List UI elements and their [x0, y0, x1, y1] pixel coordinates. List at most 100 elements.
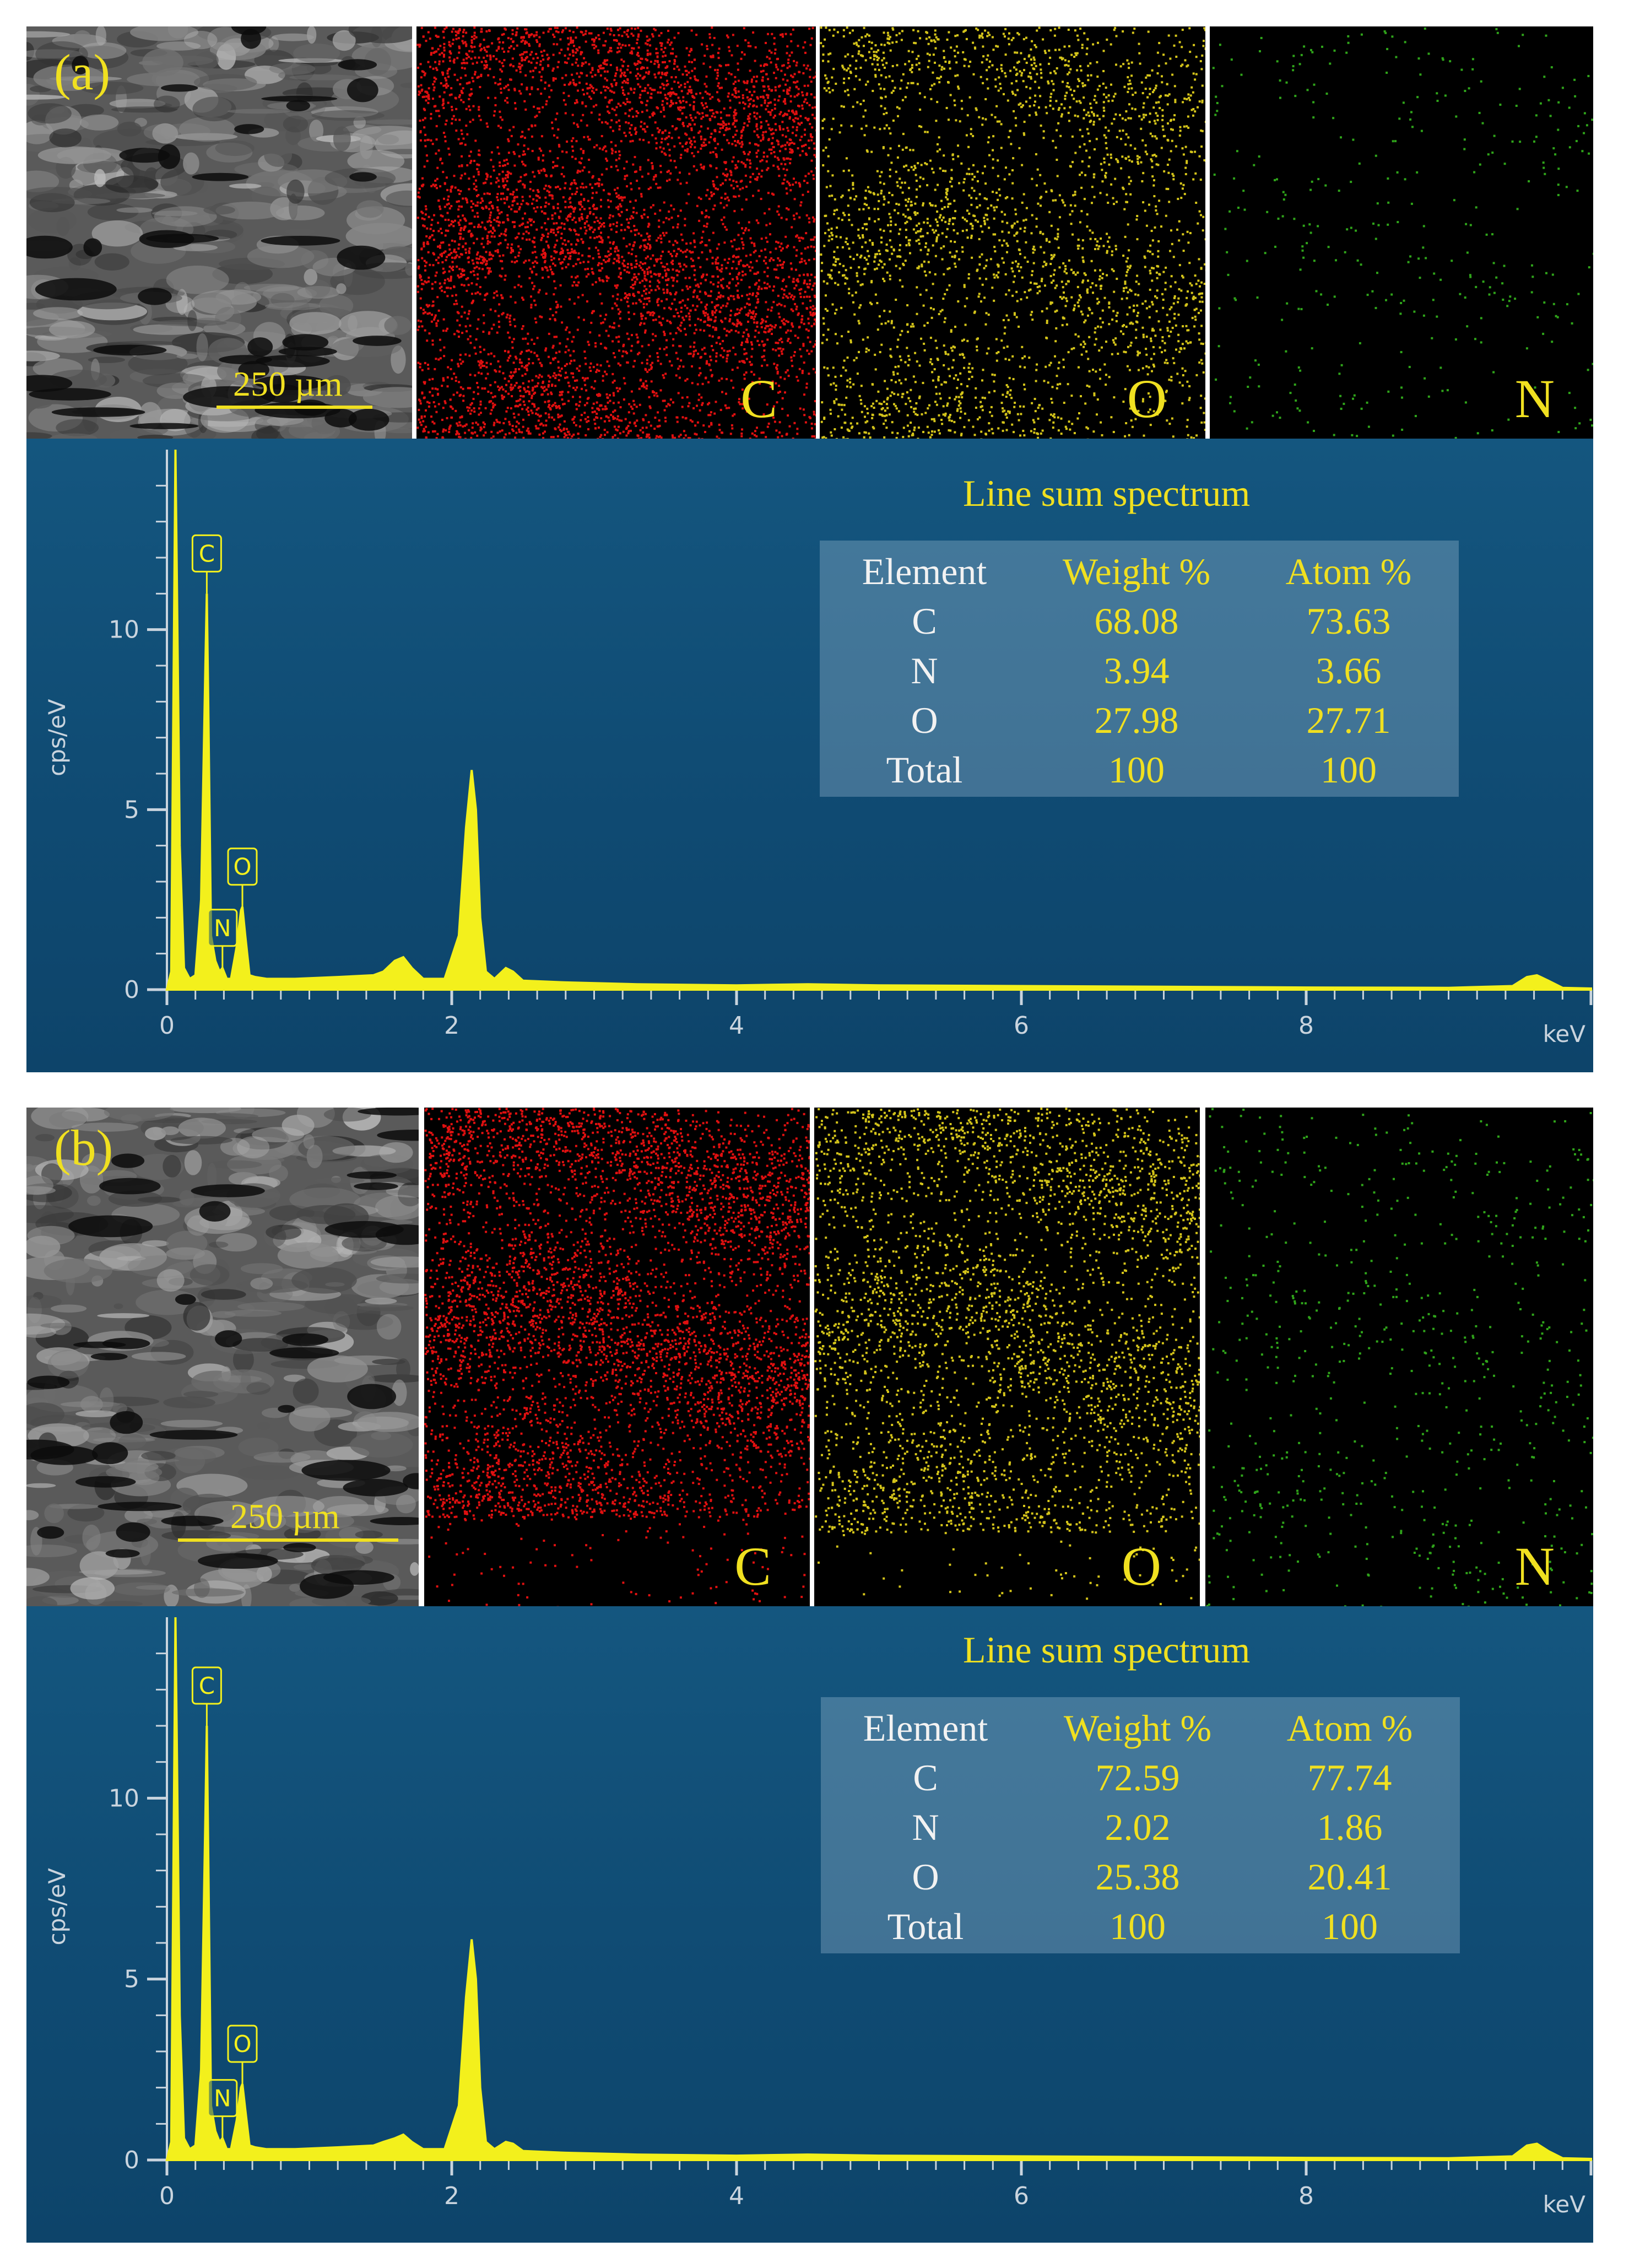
nitrogen-map-b: N [1205, 1108, 1593, 1606]
table-cell: 73.63 [1306, 600, 1391, 642]
table-cell: 100 [1320, 749, 1377, 791]
sem-texture-b [26, 1108, 419, 1606]
sem-image-b: (b) 250 µm [26, 1108, 419, 1606]
table-title-a: Line sum spectrum [963, 472, 1251, 514]
y-tick-label: 0 [124, 2146, 139, 2174]
table-cell: Total [886, 749, 963, 791]
x-tick-label: 2 [444, 2182, 459, 2210]
y-tick-label: 10 [109, 1784, 139, 1812]
scalebar-line-a [217, 406, 372, 409]
panel-label-a: (a) [54, 44, 111, 100]
table-cell: O [912, 1856, 939, 1898]
panel-b: (b) 250 µm C O N 0 2 4 6 8 keV 0 5 10 cps/eV C N O L… [0, 1102, 1629, 2243]
panel-label-b: (b) [54, 1120, 113, 1176]
x-tick-label: 0 [159, 1012, 175, 1040]
nitrogen-map-a: N [1210, 26, 1593, 439]
x-tick-label: 2 [444, 1012, 459, 1040]
table-cell: 68.08 [1094, 600, 1179, 642]
x-tick-label: 4 [729, 2182, 744, 2210]
peak-label-o: O [227, 2024, 258, 2085]
carbon-map-b: C [424, 1108, 810, 1606]
table-header-element: Element [863, 1707, 988, 1749]
table-cell: 77.74 [1307, 1757, 1392, 1799]
nitrogen-map-texture-b [1206, 1108, 1593, 1606]
table-cell: 100 [1322, 1905, 1378, 1947]
table-cell: 3.94 [1103, 650, 1170, 692]
table-cell: N [911, 650, 938, 692]
element-label-n-b: N [1514, 1536, 1555, 1597]
x-tick-label: 8 [1298, 1012, 1314, 1040]
y-tick-label: 5 [124, 796, 139, 824]
y-tick-label: 0 [124, 976, 139, 1004]
x-tick-label: 8 [1298, 2182, 1314, 2210]
table-cell: 2.02 [1105, 1806, 1171, 1848]
oxygen-map-b: O [814, 1108, 1200, 1606]
carbon-map-texture-a [416, 26, 816, 439]
peak-label-n: N [207, 909, 238, 968]
table-title-b: Line sum spectrum [963, 1629, 1251, 1671]
table-cell: 20.41 [1307, 1856, 1392, 1898]
oxygen-map-texture-a [820, 26, 1205, 439]
table-cell: C [913, 1757, 938, 1799]
x-tick-label: 6 [1014, 1012, 1029, 1040]
table-cell: 27.71 [1306, 699, 1391, 741]
sem-texture-a [26, 26, 412, 439]
table-header-weight: Weight % [1062, 550, 1211, 592]
carbon-map-a: C [416, 26, 816, 439]
element-label-c-a: C [740, 368, 777, 429]
oxygen-map-a: O [820, 26, 1205, 439]
x-axis-label: keV [1543, 2191, 1586, 2218]
sem-image-a: (a) 250 µm [26, 26, 412, 439]
table-header-atom: Atom % [1285, 550, 1412, 592]
peak-label-n: N [207, 2079, 238, 2139]
scalebar-label-a: 250 µm [233, 364, 343, 403]
table-cell: 27.98 [1094, 699, 1179, 741]
table-box-b [821, 1697, 1460, 1953]
results-table-b: Element Weight % Atom % C 72.59 77.74 N … [821, 1703, 1460, 1956]
y-axis-label: cps/eV [44, 1868, 71, 1946]
table-cell: N [912, 1806, 939, 1848]
spectrum-b: 0 2 4 6 8 keV 0 5 10 cps/eV C N O Line sum spectrum … [26, 1606, 1593, 2243]
map-row-a: (a) 250 µm C O N [26, 26, 1593, 439]
oxygen-map-texture-b [814, 1108, 1200, 1605]
x-axis-label: keV [1543, 1020, 1586, 1047]
peak-label-o: O [227, 847, 258, 907]
table-cell: Total [887, 1905, 964, 1947]
table-header-weight: Weight % [1063, 1707, 1212, 1749]
element-label-n-a: N [1514, 368, 1555, 429]
spectrum-series [165, 449, 1592, 991]
table-header-element: Element [862, 550, 987, 592]
table-cell: 25.38 [1095, 1856, 1180, 1898]
table-cell: 1.86 [1317, 1806, 1383, 1848]
spectrum-series [165, 1617, 1592, 2161]
nitrogen-map-texture-a [1212, 27, 1593, 439]
table-cell: 100 [1110, 1905, 1166, 1947]
peak-label-c: C [191, 534, 222, 594]
x-tick-label: 6 [1014, 2182, 1029, 2210]
element-label-o-a: O [1127, 368, 1167, 429]
table-cell: 72.59 [1095, 1757, 1180, 1799]
y-axis-label: cps/eV [44, 699, 71, 776]
y-tick-label: 10 [109, 616, 139, 644]
x-tick-label: 0 [159, 2182, 175, 2210]
element-label-o-b: O [1121, 1536, 1161, 1597]
scalebar-label-b: 250 µm [230, 1497, 340, 1536]
panel-a: (a) 250 µm C O N 0 2 4 6 8 keV 0 5 10 cps/eV C N O L… [0, 0, 1629, 1102]
map-row-b: (b) 250 µm C O N [26, 1108, 1593, 1606]
spectrum-a: 0 2 4 6 8 keV 0 5 10 cps/eV C N O Line sum spectrum … [26, 439, 1593, 1072]
x-tick-label: 4 [729, 1012, 744, 1040]
peak-label-c: C [191, 1666, 222, 1726]
table-cell: 100 [1108, 749, 1165, 791]
y-tick-label: 5 [124, 1965, 139, 1994]
table-box-a [820, 541, 1459, 797]
element-label-c-b: C [734, 1536, 771, 1597]
table-cell: C [912, 600, 937, 642]
table-cell: O [911, 699, 938, 741]
carbon-map-texture-b [424, 1108, 810, 1606]
table-cell: 3.66 [1316, 650, 1382, 692]
table-header-atom: Atom % [1286, 1707, 1413, 1749]
scalebar-line-b [178, 1538, 398, 1542]
results-table-a: Element Weight % Atom % C 68.08 73.63 N … [820, 546, 1459, 800]
